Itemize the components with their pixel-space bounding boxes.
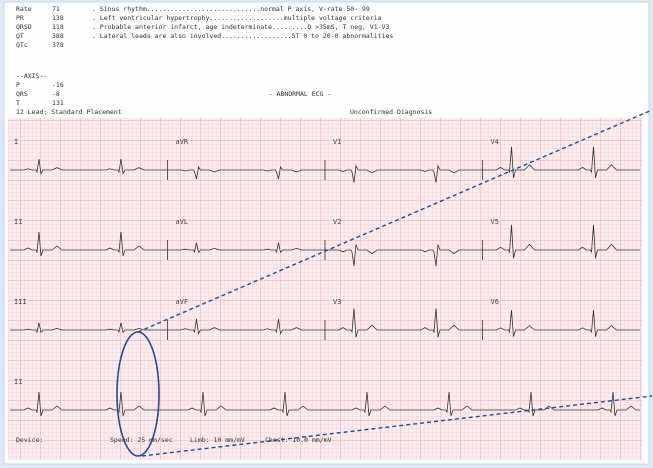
lead-label: I bbox=[14, 138, 18, 146]
axis-label: P bbox=[16, 81, 20, 89]
lead-label: V1 bbox=[333, 138, 341, 146]
axis-value: -8 bbox=[52, 90, 60, 98]
lead-label: V5 bbox=[491, 218, 499, 226]
axis-value: -16 bbox=[52, 81, 64, 89]
measure-label: QRSD bbox=[16, 23, 32, 31]
axis-label: T bbox=[16, 99, 20, 107]
lead-label: aVL bbox=[176, 218, 189, 226]
ecg-trace bbox=[167, 319, 325, 335]
lead-label: V3 bbox=[333, 298, 341, 306]
measure-label: Rate bbox=[16, 5, 32, 13]
ecg-trace bbox=[482, 310, 640, 337]
lead-label: V2 bbox=[333, 218, 341, 226]
lead-label: V4 bbox=[491, 138, 499, 146]
lead-label: II bbox=[14, 218, 22, 226]
lead-label: aVF bbox=[176, 298, 189, 306]
axis-label: QRS bbox=[16, 90, 28, 98]
measure-value: 378 bbox=[52, 41, 64, 49]
interpretation: . Left ventricular hypertrophy..........… bbox=[92, 14, 382, 22]
measure-label: QTc bbox=[16, 41, 28, 49]
ecg-traces bbox=[10, 146, 640, 417]
interpretation: . Lateral leads are also involved.......… bbox=[92, 32, 393, 40]
ecg-trace bbox=[482, 224, 640, 259]
speed: Speed: 25 mm/sec bbox=[110, 436, 173, 444]
axis-value: 131 bbox=[52, 99, 64, 107]
status: Unconfirmed Diagnosis bbox=[350, 108, 432, 116]
measure-label: PR bbox=[16, 14, 24, 22]
banner: - ABNORMAL ECG - bbox=[269, 90, 332, 98]
lead-label: III bbox=[14, 298, 27, 306]
ecg-trace bbox=[10, 231, 168, 257]
labels: Rate 71 PR 138 QRSD 118 QT 388 QTc 378 . Sinus rhy… bbox=[14, 5, 499, 444]
device: Device: bbox=[16, 436, 43, 444]
ecg-trace bbox=[325, 244, 483, 267]
placement: 12 Lead; Standard Placement bbox=[16, 108, 122, 116]
axis-title: --AXIS-- bbox=[16, 72, 47, 80]
lead-label: V6 bbox=[491, 298, 499, 306]
measure-value: 71 bbox=[52, 5, 60, 13]
ecg-trace bbox=[482, 146, 640, 178]
zoom-line bbox=[141, 395, 653, 457]
measure-value: 138 bbox=[52, 14, 64, 22]
zoom-line bbox=[137, 109, 653, 333]
measure-value: 118 bbox=[52, 23, 64, 31]
chest: Chest: 10.0 mm/mV bbox=[265, 436, 332, 444]
interpretation: . Probable anterior infarct, age indeter… bbox=[92, 23, 389, 31]
interpretation: . Sinus rhythm..........................… bbox=[92, 5, 370, 13]
measure-value: 388 bbox=[52, 32, 64, 40]
limb: Limb: 10 mm/mV bbox=[190, 436, 245, 444]
lead-label: II bbox=[14, 378, 22, 386]
ecg-trace bbox=[10, 159, 168, 175]
ecg-trace bbox=[325, 164, 483, 183]
ecg-trace bbox=[167, 165, 325, 180]
measure-label: QT bbox=[16, 32, 24, 40]
lead-label: aVR bbox=[176, 138, 189, 146]
ecg-trace bbox=[325, 308, 483, 338]
ecg-trace bbox=[10, 322, 168, 334]
ecg-trace bbox=[167, 242, 325, 254]
